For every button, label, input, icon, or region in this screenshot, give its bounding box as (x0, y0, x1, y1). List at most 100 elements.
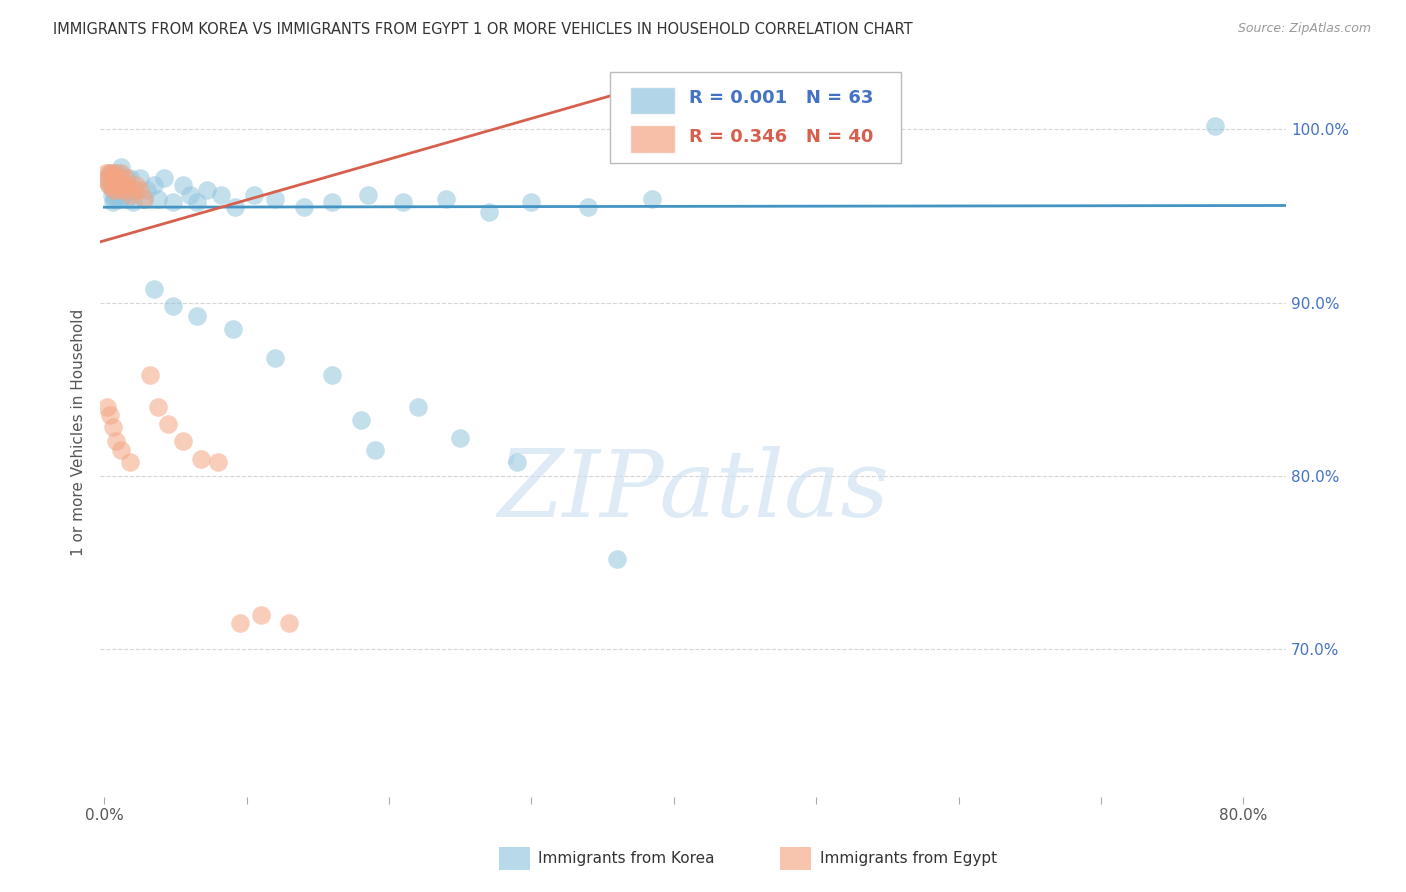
Point (98, 165, 121, 179)
Point (520, 194, 543, 209)
Point (264, 351, 287, 365)
Point (108, 170, 131, 185)
Point (115, 178, 138, 192)
Point (139, 368, 162, 383)
Point (172, 434, 194, 449)
Point (243, 188, 266, 202)
Point (100, 165, 122, 179)
Point (111, 188, 134, 202)
Point (94, 165, 117, 179)
Point (97, 178, 120, 192)
Point (172, 178, 194, 192)
Point (357, 188, 380, 202)
Point (101, 420, 124, 434)
Point (98, 170, 121, 185)
Point (224, 200, 246, 214)
Point (108, 192, 131, 206)
Point (153, 170, 176, 185)
FancyBboxPatch shape (610, 72, 901, 163)
Point (110, 442, 132, 457)
Point (134, 192, 156, 206)
Point (264, 192, 287, 206)
Text: Immigrants from Egypt: Immigrants from Egypt (820, 852, 997, 866)
Point (148, 400, 170, 414)
Point (105, 188, 128, 202)
Point (606, 552, 628, 566)
Point (100, 178, 122, 192)
Point (97, 165, 120, 179)
Point (278, 616, 301, 631)
Point (97, 178, 120, 192)
Point (406, 400, 429, 414)
Point (209, 188, 232, 202)
Point (104, 434, 127, 449)
Text: IMMIGRANTS FROM KOREA VS IMMIGRANTS FROM EGYPT 1 OR MORE VEHICLES IN HOUSEHOLD C: IMMIGRANTS FROM KOREA VS IMMIGRANTS FROM… (53, 22, 912, 37)
Point (143, 282, 166, 296)
FancyBboxPatch shape (630, 125, 675, 153)
Point (103, 178, 125, 192)
Point (350, 413, 373, 427)
Point (195, 183, 218, 197)
Point (112, 178, 135, 192)
Point (101, 170, 124, 185)
Point (107, 178, 129, 192)
Point (104, 165, 127, 179)
Point (186, 310, 208, 324)
Point (641, 192, 664, 206)
Point (122, 194, 145, 209)
Point (207, 455, 229, 469)
Point (112, 183, 135, 197)
Point (134, 192, 156, 206)
Point (114, 170, 136, 185)
Point (125, 183, 148, 197)
Point (104, 170, 127, 185)
Point (118, 170, 141, 185)
Y-axis label: 1 or more Vehicles in Household: 1 or more Vehicles in Household (72, 309, 86, 557)
Point (129, 170, 152, 185)
Point (100, 174, 122, 188)
Text: Immigrants from Korea: Immigrants from Korea (538, 852, 716, 866)
Point (104, 178, 127, 192)
Point (578, 200, 600, 214)
Point (129, 183, 152, 197)
Point (103, 170, 125, 185)
Point (107, 178, 129, 192)
Point (250, 607, 273, 622)
Point (108, 170, 131, 185)
Point (111, 178, 134, 192)
Point (122, 183, 145, 197)
Point (321, 194, 343, 209)
Point (107, 165, 129, 179)
Point (98, 409, 121, 423)
Point (96, 400, 118, 414)
Point (228, 616, 250, 631)
Point (148, 192, 170, 206)
Point (96, 170, 118, 185)
Text: Source: ZipAtlas.com: Source: ZipAtlas.com (1237, 22, 1371, 36)
Point (1204, 119, 1226, 133)
Point (103, 165, 125, 179)
Point (162, 194, 184, 209)
Point (321, 368, 343, 383)
Point (96, 174, 118, 188)
Point (136, 183, 159, 197)
Text: R = 0.001   N = 63: R = 0.001 N = 63 (689, 89, 875, 107)
Point (449, 431, 471, 445)
Point (157, 417, 180, 431)
Point (110, 183, 132, 197)
Point (162, 299, 184, 313)
Point (101, 183, 124, 197)
Point (101, 183, 124, 197)
Point (118, 188, 141, 202)
Point (103, 192, 125, 206)
Point (101, 194, 124, 209)
Point (364, 442, 387, 457)
Point (506, 455, 529, 469)
Point (392, 194, 415, 209)
Point (179, 188, 201, 202)
Text: ZIPatlas: ZIPatlas (498, 446, 889, 536)
Point (105, 183, 128, 197)
FancyBboxPatch shape (630, 87, 675, 114)
Point (114, 170, 136, 185)
Point (186, 194, 208, 209)
